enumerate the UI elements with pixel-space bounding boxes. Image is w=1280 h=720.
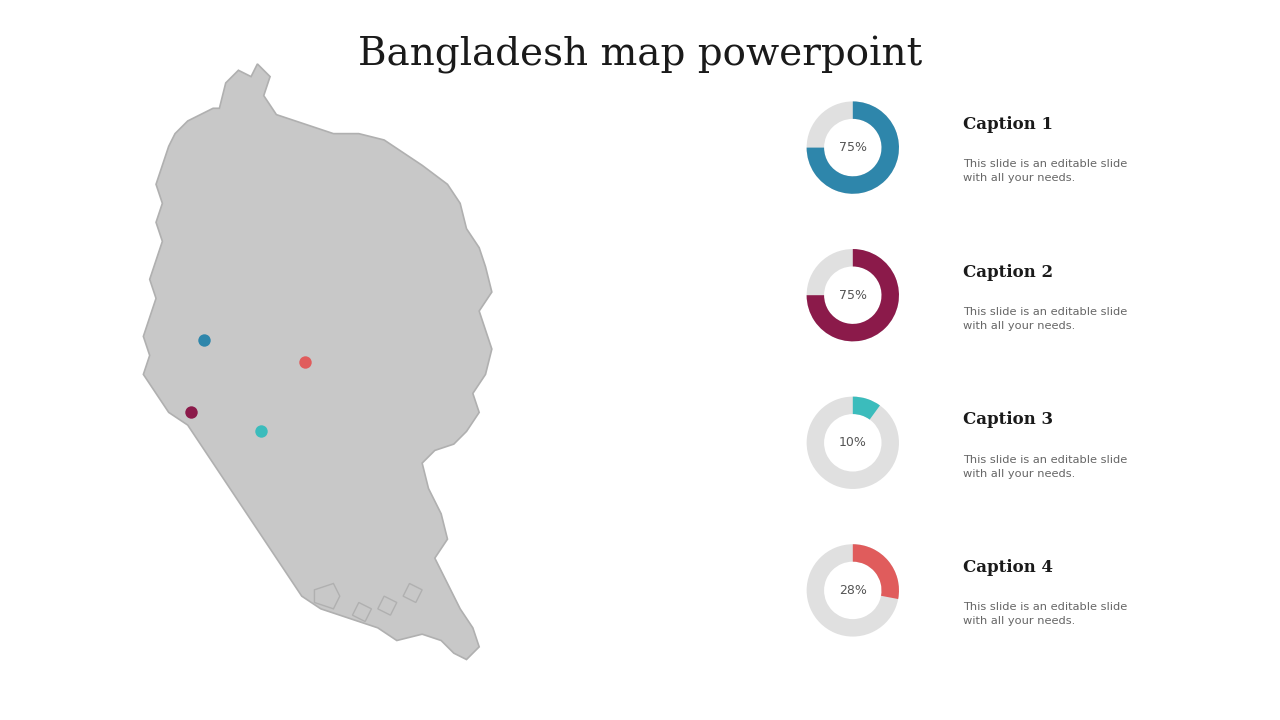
Wedge shape [852, 397, 879, 420]
Text: 10%: 10% [838, 436, 867, 449]
Text: This slide is an editable slide
with all your needs.: This slide is an editable slide with all… [964, 454, 1128, 479]
Text: 28%: 28% [838, 584, 867, 597]
Polygon shape [403, 583, 422, 603]
Text: Caption 2: Caption 2 [964, 264, 1053, 281]
Wedge shape [806, 249, 899, 341]
Wedge shape [806, 102, 899, 194]
Point [180, 407, 201, 418]
Point [251, 426, 271, 437]
Polygon shape [378, 596, 397, 615]
Wedge shape [806, 102, 899, 194]
Polygon shape [143, 64, 492, 660]
Text: 75%: 75% [838, 289, 867, 302]
Text: 75%: 75% [838, 141, 867, 154]
Wedge shape [806, 544, 899, 636]
Text: This slide is an editable slide
with all your needs.: This slide is an editable slide with all… [964, 602, 1128, 626]
Text: This slide is an editable slide
with all your needs.: This slide is an editable slide with all… [964, 307, 1128, 331]
Wedge shape [852, 544, 899, 599]
Point [193, 334, 214, 346]
Text: Caption 3: Caption 3 [964, 411, 1053, 428]
Text: Bangladesh map powerpoint: Bangladesh map powerpoint [358, 36, 922, 74]
Wedge shape [806, 397, 899, 489]
Text: This slide is an editable slide
with all your needs.: This slide is an editable slide with all… [964, 159, 1128, 184]
Text: Caption 1: Caption 1 [964, 116, 1053, 133]
Polygon shape [352, 603, 371, 621]
Wedge shape [806, 249, 899, 341]
Point [294, 356, 315, 367]
Text: Caption 4: Caption 4 [964, 559, 1053, 576]
Polygon shape [315, 583, 339, 609]
